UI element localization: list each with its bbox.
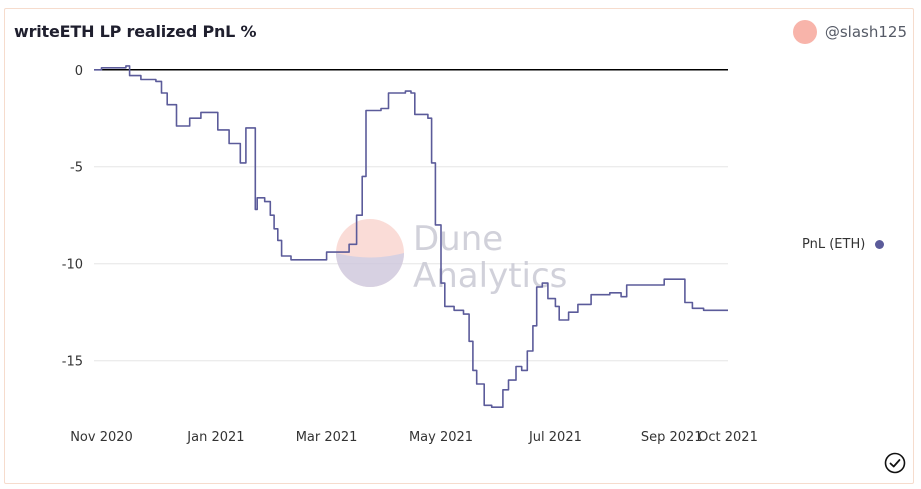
grid-lines [94, 166, 728, 362]
author-badge[interactable]: @slash125 [792, 20, 907, 44]
check-circle-icon[interactable] [884, 452, 906, 474]
y-tick-label: -15 [62, 355, 83, 370]
watermark-line1: Dune [413, 219, 503, 259]
x-tick-label: Jul 2021 [528, 430, 582, 445]
y-axis: 0 -5 -10 -15 [62, 64, 83, 370]
y-tick-label: -10 [62, 258, 83, 273]
x-tick-label: Jan 2021 [186, 430, 244, 445]
y-tick-label: 0 [75, 64, 83, 79]
legend[interactable]: PnL (ETH) [802, 237, 885, 252]
x-tick-label: Oct 2021 [698, 430, 758, 445]
series-line-pnl-eth [94, 65, 728, 408]
author-name: @slash125 [824, 23, 907, 41]
watermark-line2: Analytics [413, 256, 567, 296]
x-tick-label: Mar 2021 [296, 430, 358, 445]
chart-title: writeETH LP realized PnL % [14, 22, 257, 41]
watermark: Dune Analytics [336, 219, 567, 296]
x-tick-label: Sep 2021 [641, 430, 703, 445]
chart-card [4, 8, 914, 484]
legend-label-pnl-eth: PnL (ETH) [802, 237, 866, 252]
y-tick-label: -5 [70, 161, 83, 176]
x-tick-label: Nov 2020 [70, 430, 133, 445]
legend-marker [875, 240, 885, 249]
x-axis: Nov 2020 Jan 2021 Mar 2021 May 2021 Jul 2021… [70, 430, 758, 445]
avatar [792, 20, 817, 44]
x-tick-label: May 2021 [409, 430, 473, 445]
watermark-logo-lower [336, 253, 404, 287]
